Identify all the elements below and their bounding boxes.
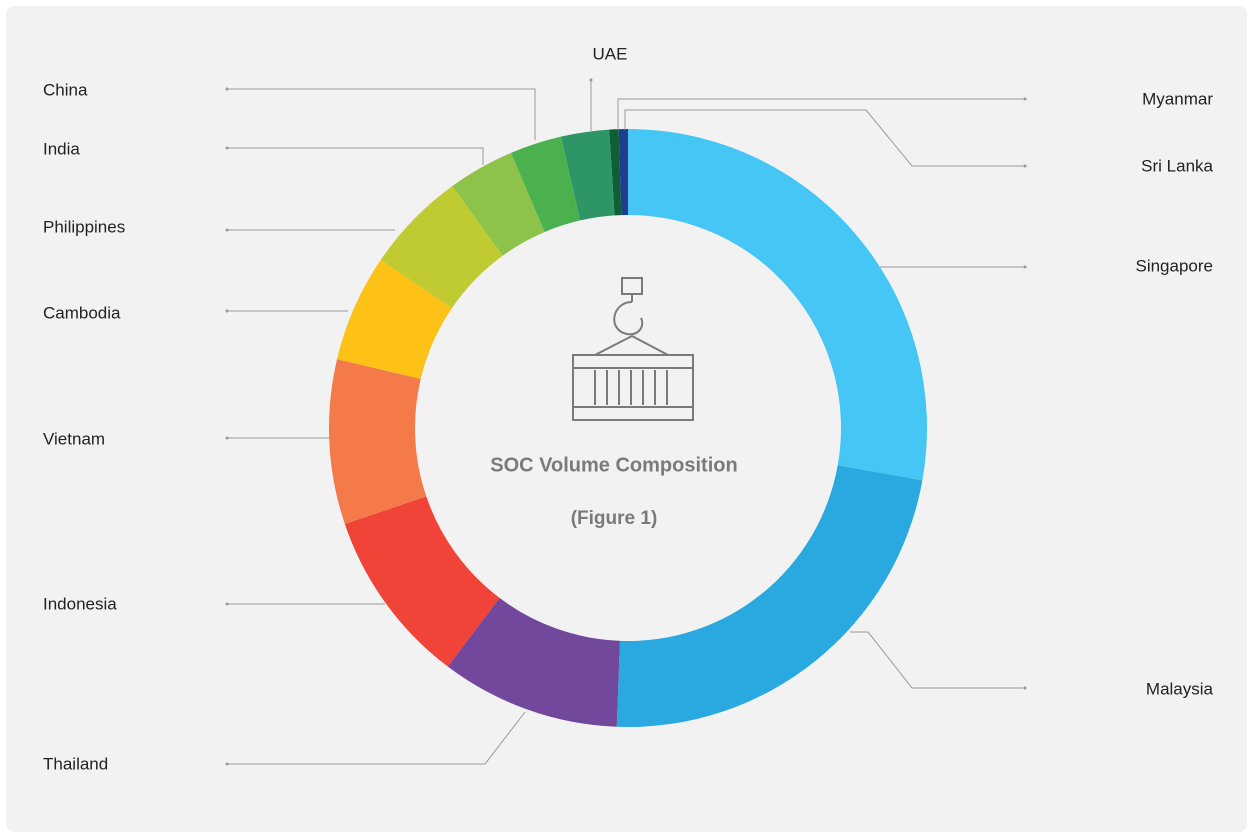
slice-label: Sri Lanka [1141, 156, 1213, 175]
donut-slice [337, 259, 452, 379]
donut-slice [616, 465, 923, 727]
slice-label: UAE [593, 44, 628, 63]
leader-line [227, 88, 536, 140]
leader-dot [225, 228, 229, 232]
leader-dot [225, 436, 229, 440]
leader-line [227, 711, 526, 765]
donut-slice [628, 129, 928, 481]
slice-label: Vietnam [43, 429, 105, 448]
slice-label: Cambodia [43, 303, 121, 322]
donut-slice [618, 129, 628, 216]
leader-dot [225, 762, 229, 766]
slice-label: Philippines [43, 217, 125, 236]
leader-dot [589, 78, 593, 82]
slice-label: Myanmar [1142, 89, 1213, 108]
chart-subtitle: (Figure 1) [571, 508, 658, 529]
slice-label: Indonesia [43, 594, 117, 613]
donut-slice [560, 129, 615, 221]
leader-dot [1023, 265, 1027, 269]
leader-line [617, 98, 1025, 130]
chart-title: SOC Volume Composition [490, 454, 737, 476]
donut-slice [380, 186, 503, 309]
leader-line [850, 631, 1025, 689]
slice-label: Thailand [43, 754, 108, 773]
donut-slice [344, 496, 500, 667]
leader-dot [1023, 97, 1027, 101]
leader-line [624, 109, 1025, 167]
slice-label: India [43, 139, 80, 158]
donut-slice [609, 129, 622, 216]
leader-line [227, 147, 484, 165]
donut-slice [452, 152, 545, 256]
slice-label: Singapore [1135, 256, 1213, 275]
leader-dot [225, 602, 229, 606]
donut-slice [510, 136, 581, 232]
leader-dot [1023, 686, 1027, 690]
donut-slice [328, 359, 427, 524]
slice-label: Malaysia [1146, 679, 1214, 698]
leader-dot [225, 146, 229, 150]
leader-dot [1023, 164, 1027, 168]
leader-dot [225, 309, 229, 313]
donut-slice [447, 597, 620, 727]
leader-dot [225, 87, 229, 91]
slice-label: China [43, 80, 88, 99]
container-icon [572, 277, 694, 421]
